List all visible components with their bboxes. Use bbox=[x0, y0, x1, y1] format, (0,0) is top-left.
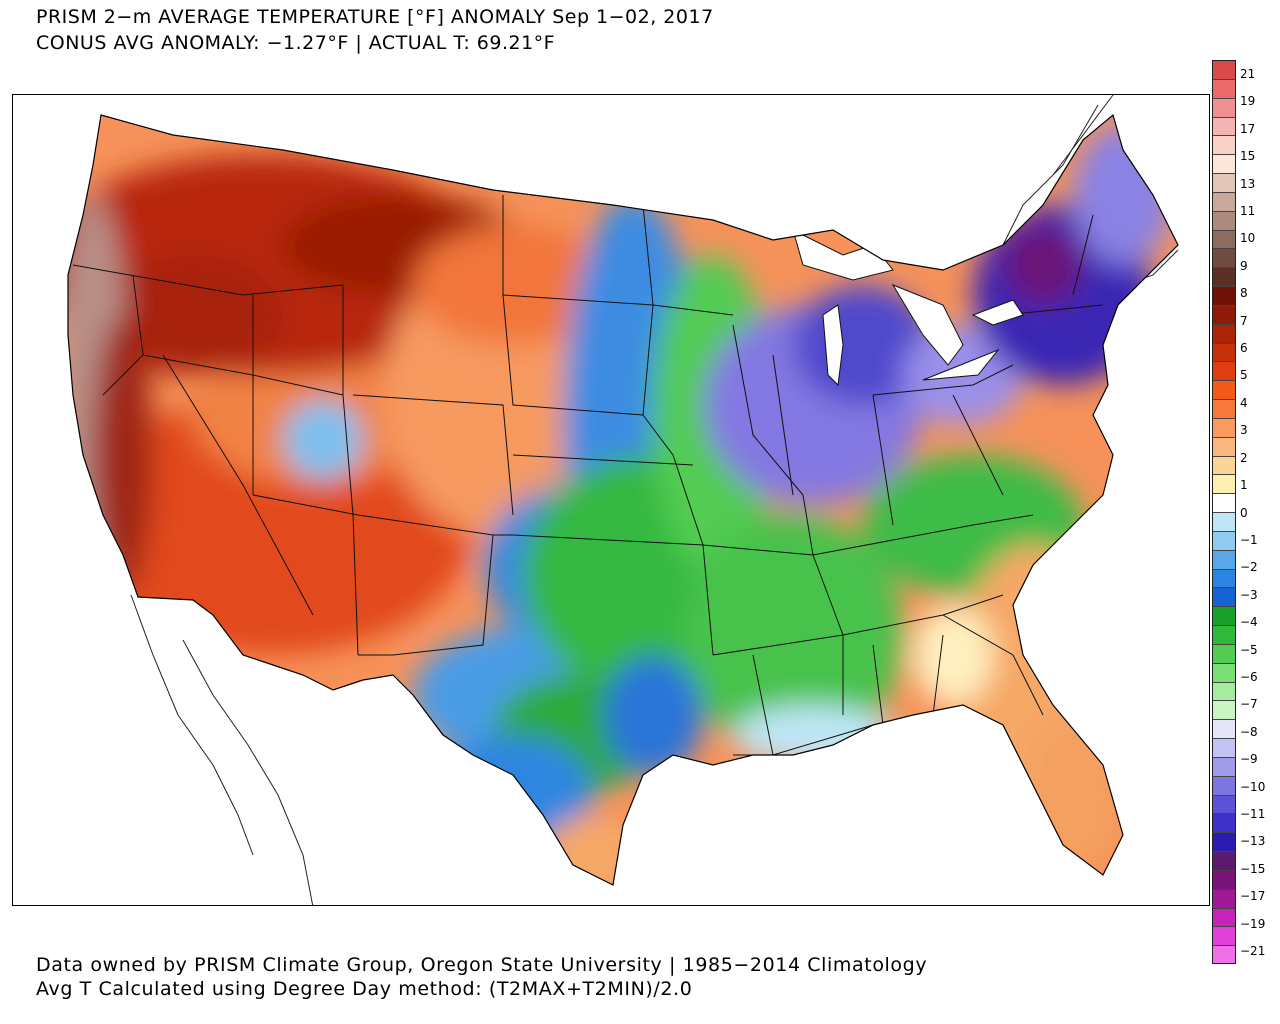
legend-swatch bbox=[1212, 719, 1236, 739]
legend-swatch bbox=[1212, 662, 1236, 682]
legend-swatch bbox=[1212, 681, 1236, 701]
legend-swatch bbox=[1212, 304, 1236, 325]
legend-swatch bbox=[1212, 286, 1236, 306]
us-outline bbox=[67, 113, 1179, 886]
legend-label: −21 bbox=[1240, 944, 1266, 958]
legend-label: −8 bbox=[1240, 724, 1258, 739]
legend-swatch bbox=[1212, 191, 1236, 212]
legend-swatch bbox=[1212, 832, 1236, 852]
legend-swatch bbox=[1212, 869, 1236, 890]
legend-swatch bbox=[1212, 399, 1236, 419]
legend-label: −4 bbox=[1240, 615, 1258, 630]
legend-label: 1 bbox=[1240, 478, 1248, 493]
legend-swatch bbox=[1212, 210, 1236, 230]
legend-swatch bbox=[1212, 380, 1236, 400]
legend-swatch bbox=[1212, 229, 1236, 249]
legend-label: 10 bbox=[1240, 231, 1256, 246]
legend-swatch bbox=[1212, 568, 1236, 588]
legend-swatch bbox=[1212, 907, 1236, 927]
legend-swatch bbox=[1212, 530, 1236, 551]
legend-swatch bbox=[1212, 775, 1236, 795]
legend-label: 6 bbox=[1240, 341, 1248, 356]
legend-label: −11 bbox=[1240, 806, 1266, 821]
legend-label: −7 bbox=[1240, 697, 1258, 712]
legend-swatch bbox=[1212, 361, 1236, 381]
legend-label: 13 bbox=[1240, 176, 1256, 191]
data-credit: Data owned by PRISM Climate Group, Orego… bbox=[36, 954, 928, 976]
legend-swatch bbox=[1212, 945, 1236, 965]
legend-label: −19 bbox=[1240, 916, 1266, 931]
legend-swatch bbox=[1212, 135, 1236, 155]
legend-label: 4 bbox=[1240, 395, 1248, 410]
legend-swatch bbox=[1212, 926, 1236, 946]
map-subtitle: CONUS AVG ANOMALY: −1.27°F | ACTUAL T: 6… bbox=[36, 32, 556, 54]
legend-label: 2 bbox=[1240, 450, 1248, 465]
legend-label: 21 bbox=[1240, 67, 1256, 81]
legend-swatch bbox=[1212, 888, 1236, 908]
legend-swatch bbox=[1212, 851, 1236, 871]
legend-border bbox=[1212, 60, 1236, 964]
method-note: Avg T Calculated using Degree Day method… bbox=[36, 978, 693, 1000]
legend-label: 5 bbox=[1240, 368, 1248, 383]
legend-swatch bbox=[1212, 756, 1236, 777]
legend-swatch bbox=[1212, 813, 1236, 833]
legend-swatch bbox=[1212, 267, 1236, 287]
legend-swatch bbox=[1212, 436, 1236, 456]
legend-label: −9 bbox=[1240, 752, 1258, 767]
legend-label: −1 bbox=[1240, 532, 1258, 547]
legend-swatch bbox=[1212, 700, 1236, 720]
legend-label: 8 bbox=[1240, 286, 1248, 301]
legend-swatch bbox=[1212, 794, 1236, 814]
legend-swatch bbox=[1212, 606, 1236, 626]
legend-label: 9 bbox=[1240, 258, 1248, 273]
legend-label: 19 bbox=[1240, 94, 1256, 109]
legend-swatch bbox=[1212, 738, 1236, 758]
legend-swatch bbox=[1212, 248, 1236, 268]
legend-swatch bbox=[1212, 643, 1236, 664]
legend-swatch bbox=[1212, 625, 1236, 645]
legend-label: 3 bbox=[1240, 423, 1248, 438]
map-svg bbox=[13, 95, 1209, 905]
legend-label: −15 bbox=[1240, 861, 1266, 876]
legend-label: 7 bbox=[1240, 313, 1248, 328]
legend-label: 0 bbox=[1240, 505, 1248, 520]
legend-swatch bbox=[1212, 323, 1236, 343]
legend-swatch bbox=[1212, 587, 1236, 607]
legend-label: 15 bbox=[1240, 149, 1256, 164]
map-title: PRISM 2−m AVERAGE TEMPERATURE [°F] ANOMA… bbox=[36, 6, 714, 28]
legend-swatch bbox=[1212, 474, 1236, 494]
color-legend bbox=[1212, 60, 1236, 965]
legend-label: −10 bbox=[1240, 779, 1266, 794]
legend-label: −17 bbox=[1240, 889, 1266, 904]
legend-swatch bbox=[1212, 512, 1236, 532]
legend-swatch bbox=[1212, 549, 1236, 569]
legend-swatch bbox=[1212, 116, 1236, 136]
legend-swatch bbox=[1212, 455, 1236, 475]
legend-swatch bbox=[1212, 342, 1236, 362]
legend-label: 17 bbox=[1240, 121, 1256, 136]
legend-swatch bbox=[1212, 493, 1236, 513]
legend-swatch bbox=[1212, 173, 1236, 193]
legend-swatch bbox=[1212, 417, 1236, 438]
legend-label: −2 bbox=[1240, 560, 1258, 575]
legend-swatch bbox=[1212, 78, 1236, 99]
legend-label: 11 bbox=[1240, 204, 1256, 219]
legend-label: −3 bbox=[1240, 587, 1258, 602]
anomaly-map bbox=[12, 94, 1210, 906]
legend-label: −13 bbox=[1240, 834, 1266, 849]
legend-label: −6 bbox=[1240, 669, 1258, 684]
legend-swatch bbox=[1212, 97, 1236, 117]
legend-swatch bbox=[1212, 154, 1236, 174]
legend-label: −5 bbox=[1240, 642, 1258, 657]
